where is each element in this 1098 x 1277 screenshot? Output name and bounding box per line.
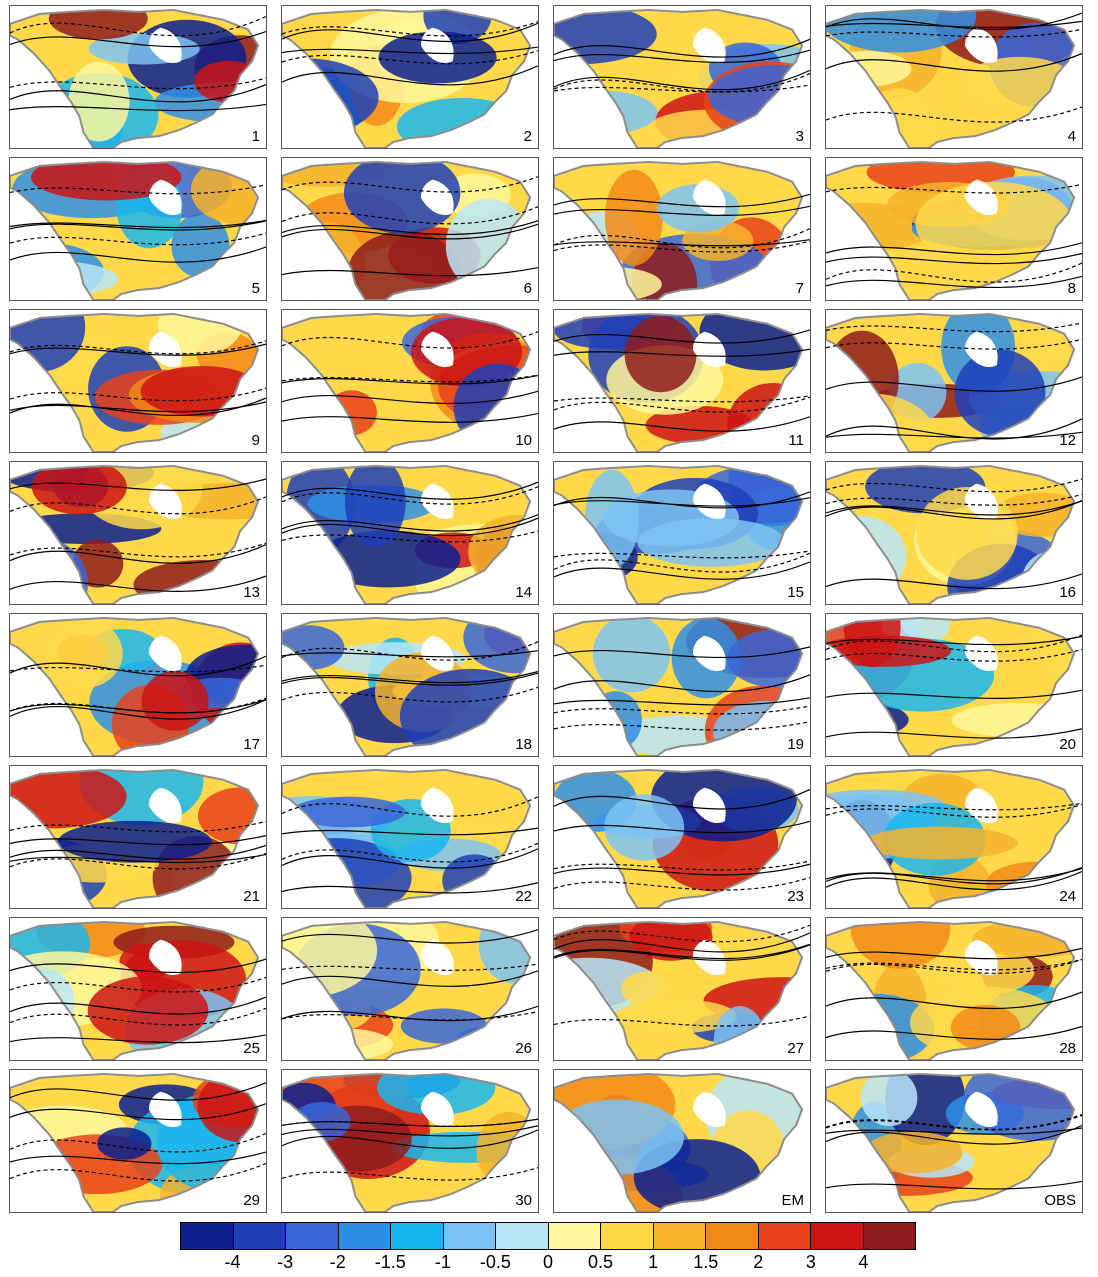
map-panel: 13	[9, 461, 267, 605]
map-panel-grid: 1 2 3 4 5 6 7 8 9 10 11 12 13 14 15 16 17 18 19 20 21 22 23 24 2…	[9, 5, 1091, 1215]
panel-label: 13	[243, 584, 260, 601]
colorbar-tick-label: -3	[277, 1252, 294, 1272]
map-panel: 8	[825, 157, 1083, 301]
panel-label: 28	[1059, 1040, 1076, 1057]
map-panel: 3	[553, 5, 811, 149]
colorbar-tick-label: 4	[858, 1252, 869, 1272]
panel-label: 9	[251, 432, 260, 449]
map-panel: 24	[825, 765, 1083, 909]
map-panel: 23	[553, 765, 811, 909]
map-panel: 1	[9, 5, 267, 149]
panel-label: 6	[523, 280, 532, 297]
map-panel: 12	[825, 309, 1083, 453]
colorbar-swatch	[391, 1223, 444, 1249]
colorbar-swatch	[601, 1223, 654, 1249]
colorbar-swatch	[863, 1223, 915, 1249]
map-panel: 6	[281, 157, 539, 301]
panel-label: 29	[243, 1192, 260, 1209]
panel-label: 10	[515, 432, 532, 449]
colorbar-swatch	[706, 1223, 759, 1249]
colorbar-tick-label: -1.5	[374, 1252, 406, 1272]
map-panel: 7	[553, 157, 811, 301]
colorbar-swatch	[181, 1223, 234, 1249]
colorbar-tick-label: -4	[224, 1252, 241, 1272]
panel-label: 1	[251, 128, 260, 145]
colorbar-tick-label: 2	[753, 1252, 764, 1272]
colorbar-swatch	[811, 1223, 864, 1249]
colorbar-tick-label: 1	[648, 1252, 659, 1272]
colorbar-swatch	[443, 1223, 496, 1249]
map-panel: 18	[281, 613, 539, 757]
map-panel: 22	[281, 765, 539, 909]
map-panel: 17	[9, 613, 267, 757]
map-panel: 30	[281, 1069, 539, 1213]
map-panel: 29	[9, 1069, 267, 1213]
map-panel: 16	[825, 461, 1083, 605]
panel-label: 19	[787, 736, 804, 753]
panel-label: 21	[243, 888, 260, 905]
panel-label: 4	[1067, 128, 1076, 145]
colorbar-tick-label: -0.5	[479, 1252, 511, 1272]
map-panel: 14	[281, 461, 539, 605]
colorbar-tick-label: 3	[805, 1252, 816, 1272]
colorbar-tick-label: 0.5	[588, 1252, 614, 1272]
map-panel: 2	[281, 5, 539, 149]
map-panel: 5	[9, 157, 267, 301]
colorbar-swatch	[758, 1223, 811, 1249]
map-panel: EM	[553, 1069, 811, 1213]
map-panel: 10	[281, 309, 539, 453]
panel-label: 24	[1059, 888, 1076, 905]
panel-label: 22	[515, 888, 532, 905]
panel-label: 2	[523, 128, 532, 145]
map-panel: 21	[9, 765, 267, 909]
panel-label: 20	[1059, 736, 1076, 753]
panel-label: 14	[515, 584, 532, 601]
panel-label: 3	[795, 128, 804, 145]
panel-label: EM	[781, 1192, 805, 1209]
panel-label: 27	[787, 1040, 804, 1057]
panel-label: 23	[787, 888, 804, 905]
colorbar-swatch	[338, 1223, 391, 1249]
colorbar-tick-labels: -4 -3 -2 -1.5 -1 -0.5 0 0.5 1 1.5 2 3 4	[180, 1252, 916, 1276]
panel-label: 16	[1059, 584, 1076, 601]
map-panel: 26	[281, 917, 539, 1061]
colorbar-swatch	[653, 1223, 706, 1249]
colorbar-swatch	[496, 1223, 549, 1249]
colorbar-tick-label: 0	[542, 1252, 554, 1272]
panel-label: OBS	[1044, 1192, 1076, 1209]
panel-label: 11	[788, 432, 804, 449]
map-panel: 27	[553, 917, 811, 1061]
map-panel: 15	[553, 461, 811, 605]
colorbar	[180, 1222, 916, 1250]
panel-label: 18	[515, 736, 532, 753]
map-panel: 4	[825, 5, 1083, 149]
panel-label: 7	[795, 280, 804, 297]
map-panel: 25	[9, 917, 267, 1061]
colorbar-swatch	[286, 1223, 339, 1249]
panel-label: 15	[787, 584, 804, 601]
colorbar-tick-label: -2	[329, 1252, 346, 1272]
panel-label: 25	[243, 1040, 260, 1057]
panel-label: 5	[251, 280, 260, 297]
map-panel: 9	[9, 309, 267, 453]
colorbar-swatch	[548, 1223, 601, 1249]
panel-label: 26	[515, 1040, 532, 1057]
map-panel: 19	[553, 613, 811, 757]
colorbar-tick-label: -1	[434, 1252, 451, 1272]
panel-label: 12	[1059, 432, 1076, 449]
colorbar-tick-label: 1.5	[693, 1252, 719, 1272]
map-panel: 20	[825, 613, 1083, 757]
panel-label: 30	[515, 1192, 532, 1209]
panel-label: 8	[1067, 280, 1076, 297]
map-panel: 28	[825, 917, 1083, 1061]
map-panel: OBS	[825, 1069, 1083, 1213]
map-panel: 11	[553, 309, 811, 453]
panel-label: 17	[243, 736, 260, 753]
colorbar-swatch	[233, 1223, 286, 1249]
